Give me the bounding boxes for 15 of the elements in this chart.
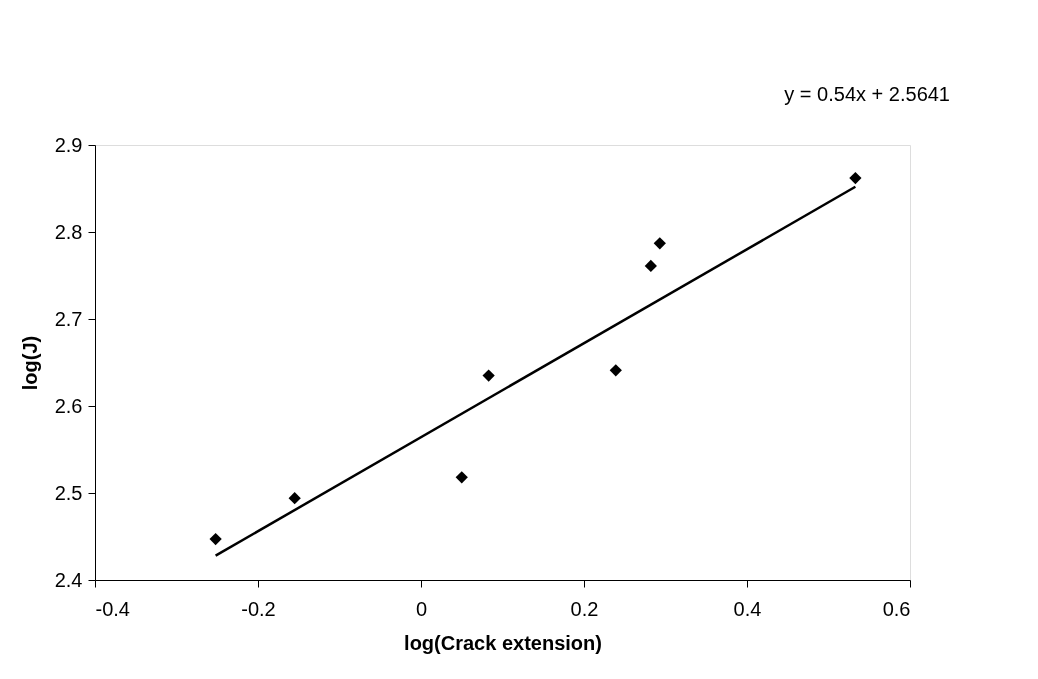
y-tick-label: 2.5 — [54, 481, 83, 504]
x-tick-label: -0.2 — [241, 597, 276, 620]
x-tick-label: -0.4 — [95, 597, 130, 620]
y-tick-label: 2.6 — [54, 394, 83, 417]
y-tick-label: 2.4 — [54, 568, 83, 591]
text: y = 0.54x + 2.5641 — [784, 83, 950, 105]
y-tick-label: 2.8 — [54, 220, 83, 243]
x-tick-label: 0.6 — [882, 597, 911, 620]
x-tick-label: 0 — [415, 597, 428, 620]
y-tick-label: 2.9 — [54, 133, 83, 156]
y-tick-label: 2.7 — [54, 307, 83, 330]
x-axis-title: log(Crack extension) — [404, 631, 602, 654]
x-tick-label: 0.4 — [733, 597, 762, 620]
y-axis-title: log(J) — [18, 335, 41, 391]
x-tick-label: 0.2 — [570, 597, 599, 620]
